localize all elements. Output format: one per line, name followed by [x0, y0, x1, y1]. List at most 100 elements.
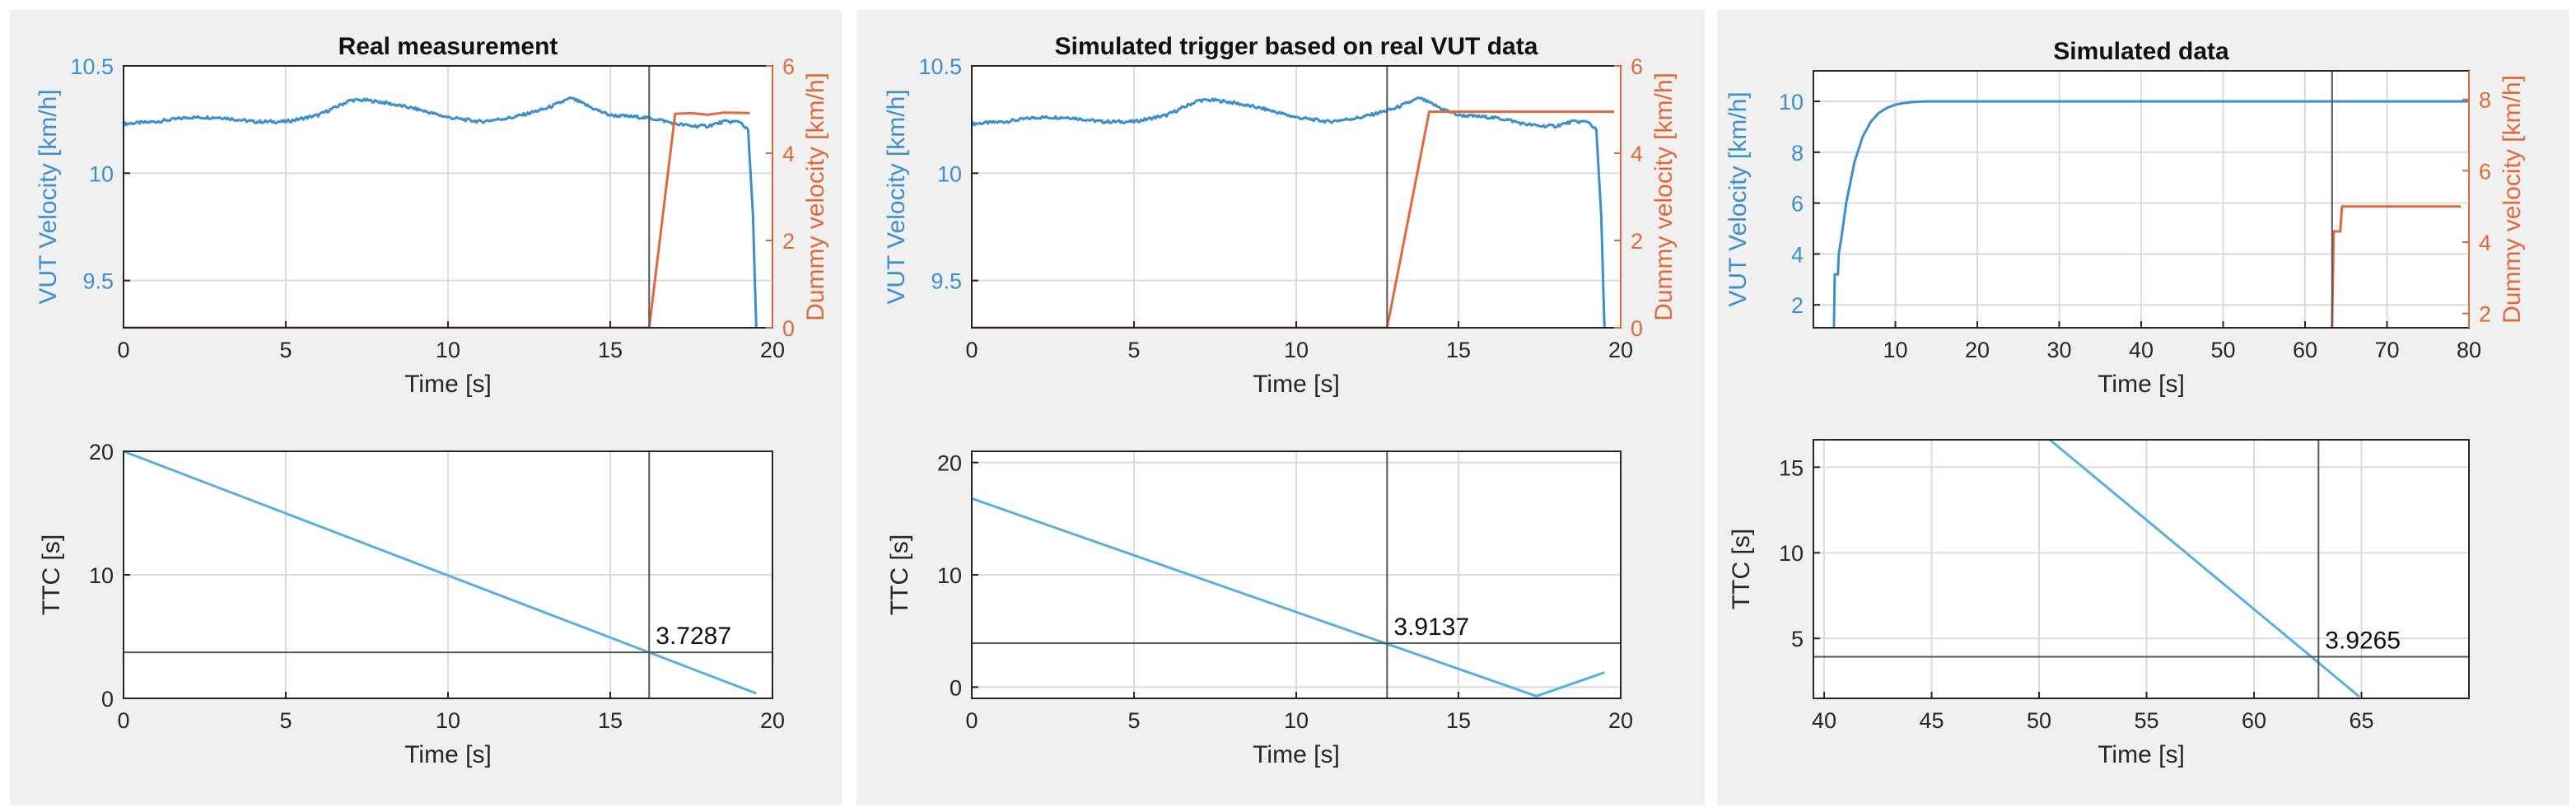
- y-tick-label-left: 10: [937, 161, 962, 186]
- y-axis-label-left: TTC [s]: [1728, 529, 1755, 609]
- y-tick-label-left: 20: [89, 440, 114, 464]
- chart-sim-trigger-velocity: 0 5 10 15 20 9.5 10 10.5 0 2 4 6 Simulated trigger b…: [883, 33, 1678, 398]
- series-line-vut-velocity: [1832, 100, 2469, 328]
- y-tick-label-right: 0: [782, 316, 795, 341]
- x-tick-label: 15: [1446, 338, 1471, 362]
- y-tick-label-left: 10: [937, 563, 962, 588]
- x-tick-label: 10: [1883, 338, 1907, 362]
- series-line-dummy-velocity: [972, 110, 1615, 328]
- y-tick-label-left: 10.5: [918, 54, 962, 79]
- x-tick-label: 15: [598, 708, 623, 733]
- x-tick-label: 10: [1284, 708, 1309, 733]
- chart-title: Real measurement: [338, 33, 558, 60]
- y-tick-label-left: 6: [1791, 192, 1804, 217]
- x-tick-label: 20: [1608, 708, 1633, 733]
- x-tick-label: 50: [2210, 338, 2235, 362]
- x-tick-label: 20: [1965, 338, 1990, 362]
- chart-sim-trigger-ttc: 0 5 10 15 20 0 10 20 Time [s] TTC [s] 3.9137: [886, 450, 1633, 768]
- x-tick-label: 20: [1608, 338, 1633, 362]
- x-tick-label: 70: [2374, 338, 2399, 362]
- x-tick-label: 30: [2046, 338, 2071, 362]
- x-tick-label: 0: [965, 338, 978, 362]
- y-tick-label-left: 8: [1791, 141, 1804, 166]
- x-tick-label: 60: [2293, 338, 2317, 362]
- y-tick-label-right: 6: [2479, 159, 2491, 184]
- x-tick-label: 55: [2135, 708, 2159, 733]
- y-tick-label-left: 15: [1779, 455, 1804, 480]
- series-line-dummy-velocity: [124, 111, 750, 328]
- x-tick-label: 0: [117, 708, 129, 733]
- x-tick-label: 5: [1127, 708, 1140, 733]
- data-layer: [124, 96, 758, 328]
- x-tick-label: 65: [2349, 708, 2373, 733]
- ttc-annotation: 3.9137: [1393, 614, 1469, 641]
- chart-sim-ttc: 40 45 50 55 60 65 5 10 15 Time [s] TTC [s] 3.9265: [1728, 439, 2470, 768]
- x-axis-label: Time [s]: [404, 371, 492, 398]
- series-line-dummy-velocity: [2331, 205, 2462, 328]
- y-axis-label-left: VUT Velocity [km/h]: [1724, 91, 1752, 306]
- y-tick-label-left: 20: [937, 451, 962, 476]
- y-tick-label-left: 10: [89, 563, 114, 588]
- y-tick-label-right: 2: [1631, 229, 1643, 254]
- x-axis-label: Time [s]: [404, 741, 492, 768]
- x-tick-label: 5: [1127, 338, 1140, 362]
- x-tick-label: 15: [1446, 708, 1471, 733]
- y-tick-label-left: 9.5: [931, 269, 962, 294]
- x-tick-label: 10: [436, 338, 460, 362]
- y-axis-label-left: TTC [s]: [886, 534, 913, 615]
- axes-box: [1813, 439, 2470, 699]
- x-tick-label: 15: [598, 338, 623, 362]
- x-axis-label: Time [s]: [2098, 371, 2185, 398]
- x-tick-label: 40: [2129, 338, 2154, 362]
- series-line-vut-velocity: [124, 96, 758, 328]
- x-tick-label: 10: [1284, 338, 1309, 362]
- x-tick-label: 5: [279, 338, 292, 362]
- y-axis-label-right: Dummy velocity [km/h]: [1650, 72, 1678, 321]
- chart-title: Simulated trigger based on real VUT data: [1055, 33, 1538, 60]
- y-axis-label-left: TTC [s]: [38, 534, 65, 615]
- y-tick-label-right: 2: [782, 229, 795, 254]
- x-tick-label: 0: [117, 338, 129, 362]
- x-tick-label: 5: [279, 708, 292, 733]
- x-tick-label: 45: [1920, 708, 1944, 733]
- x-tick-label: 40: [1812, 708, 1836, 733]
- y-tick-label-left: 4: [1791, 242, 1804, 267]
- y-axis-label-right: Dummy velocity [km/h]: [802, 72, 829, 321]
- x-tick-label: 80: [2457, 338, 2481, 362]
- x-tick-label: 60: [2242, 708, 2266, 733]
- y-tick-label-right: 2: [2479, 302, 2491, 327]
- plot-area: [1813, 440, 2469, 698]
- y-tick-label-left: 0: [101, 687, 114, 712]
- ttc-annotation: 3.9265: [2325, 628, 2401, 655]
- y-tick-label-right: 6: [782, 54, 795, 79]
- data-layer: [972, 497, 1605, 698]
- x-tick-label: 50: [2027, 708, 2051, 733]
- chart-real-velocity: 0 5 10 15 20 9.5 10 10.5 0 2 4 6 Real measurement Tim…: [35, 33, 829, 398]
- chart-title: Simulated data: [2053, 38, 2229, 65]
- data-layer: [2049, 440, 2360, 698]
- y-tick-label-left: 0: [950, 675, 962, 700]
- y-tick-label-right: 4: [782, 142, 795, 166]
- y-tick-label-left: 10: [1779, 541, 1804, 566]
- series-line-ttc: [972, 497, 1605, 698]
- chart-real-ttc: 0 5 10 15 20 0 10 20 Time [s] TTC [s] 3.7287: [38, 440, 785, 768]
- y-axis-label-left: VUT Velocity [km/h]: [883, 89, 910, 304]
- series-line-ttc: [2049, 440, 2360, 698]
- y-tick-label-right: 4: [1631, 142, 1643, 166]
- y-tick-label-right: 0: [1631, 316, 1643, 341]
- y-axis-label-right: Dummy velocity [km/h]: [2499, 75, 2526, 324]
- y-tick-label-left: 5: [1791, 627, 1804, 651]
- y-tick-label-left: 10.5: [70, 54, 114, 79]
- x-tick-label: 20: [760, 708, 785, 733]
- x-tick-label: 10: [436, 708, 460, 733]
- x-axis-label: Time [s]: [2098, 741, 2185, 768]
- y-axis-label-left: VUT Velocity [km/h]: [35, 89, 62, 304]
- ttc-annotation: 3.7287: [656, 623, 731, 650]
- y-tick-label-left: 9.5: [82, 269, 114, 294]
- y-tick-label-right: 8: [2479, 88, 2491, 113]
- data-layer: [1832, 100, 2469, 328]
- x-tick-label: 0: [965, 708, 978, 733]
- x-axis-label: Time [s]: [1253, 371, 1340, 398]
- x-axis-label: Time [s]: [1253, 741, 1340, 768]
